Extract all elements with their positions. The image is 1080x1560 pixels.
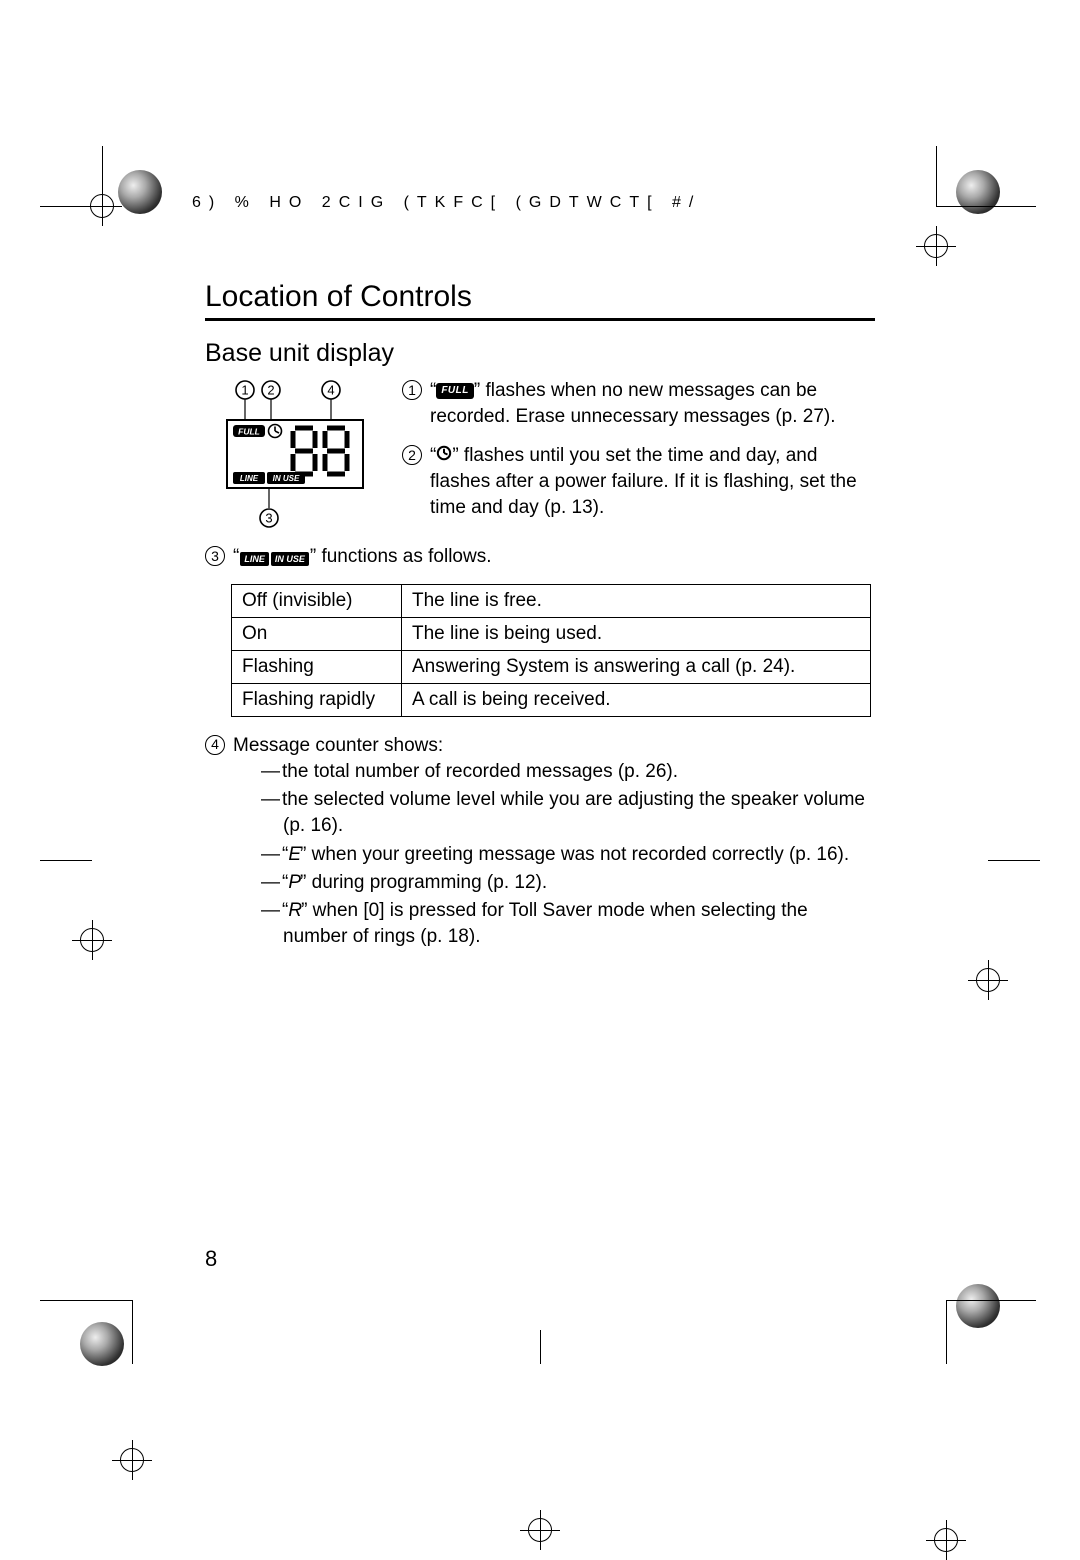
regmark-bar	[40, 860, 92, 861]
regmark-bar	[946, 1300, 1036, 1301]
print-header-text: 6) % HO 2CIG (TKFC[ (GDTWCT[ #/	[192, 194, 701, 212]
svg-text:IN USE: IN USE	[273, 474, 300, 483]
seg-a-icon: R	[288, 900, 301, 921]
page-content: Location of Controls Base unit display 1…	[205, 280, 875, 953]
regmark-corner	[956, 170, 1000, 214]
list-item: “E” when your greeting message was not r…	[261, 842, 875, 868]
callout-4: 4 Message counter shows: the total numbe…	[205, 733, 875, 951]
regmark-bar	[40, 1300, 132, 1301]
callout-number-4: 4	[205, 735, 225, 755]
page-number: 8	[205, 1246, 217, 1272]
list-item: “R” when [0] is pressed for Toll Saver m…	[261, 898, 875, 950]
callout-3-text: “LINEIN USE” functions as follows.	[233, 544, 492, 570]
callout-3: 3 “LINEIN USE” functions as follows.	[205, 544, 875, 570]
regmark-corner	[80, 1322, 124, 1366]
table-row: OnThe line is being used.	[232, 617, 871, 650]
full-icon: FULL	[436, 383, 474, 399]
table-cell: Off (invisible)	[232, 584, 402, 617]
callout-number-2: 2	[402, 445, 422, 465]
clock-icon	[436, 443, 452, 469]
regmark-corner	[118, 170, 162, 214]
callout-2-text: “” flashes until you set the time and da…	[430, 443, 875, 520]
message-counter-list: the total number of recorded messages (p…	[205, 759, 875, 951]
regmark-cross	[916, 226, 956, 266]
callout-number-3: 3	[205, 546, 225, 566]
subsection-title: Base unit display	[205, 339, 875, 368]
seg-e-icon: E	[288, 844, 300, 865]
list-item: “P” during programming (p. 12).	[261, 870, 875, 896]
callout-2: 2 “” flashes until you set the time and …	[402, 443, 875, 520]
regmark-bar	[102, 146, 103, 206]
svg-text:FULL: FULL	[238, 427, 260, 437]
svg-text:3: 3	[265, 511, 272, 526]
regmark-bar	[946, 1300, 947, 1364]
table-row: FlashingAnswering System is answering a …	[232, 650, 871, 683]
line-state-table: Off (invisible)The line is free.OnThe li…	[231, 584, 871, 717]
regmark-bar	[988, 860, 1040, 861]
regmark-bar	[40, 206, 102, 207]
table-cell: Flashing rapidly	[232, 683, 402, 716]
regmark-bar	[936, 146, 937, 206]
table-cell: The line is free.	[402, 584, 871, 617]
svg-text:1: 1	[241, 383, 248, 398]
table-cell: Answering System is answering a call (p.…	[402, 650, 871, 683]
svg-text:4: 4	[327, 383, 334, 398]
callout-1: 1 “FULL” flashes when no new messages ca…	[402, 378, 875, 429]
list-item: the selected volume level while you are …	[261, 787, 875, 839]
list-item: the total number of recorded messages (p…	[261, 759, 875, 785]
regmark-cross	[72, 920, 112, 960]
callout-1-text: “FULL” flashes when no new messages can …	[430, 378, 875, 429]
callout-4-lead: Message counter shows:	[233, 733, 443, 759]
base-unit-display-diagram: 1 2 4 FULL	[205, 378, 380, 538]
line-inuse-icon: LINEIN USE	[239, 544, 310, 570]
regmark-bar	[132, 1300, 133, 1364]
table-cell: The line is being used.	[402, 617, 871, 650]
svg-text:2: 2	[267, 383, 274, 398]
callout-number-1: 1	[402, 380, 422, 400]
table-cell: A call is being received.	[402, 683, 871, 716]
regmark-corner	[956, 1284, 1000, 1328]
regmark-cross	[520, 1510, 560, 1550]
svg-text:LINE: LINE	[240, 474, 259, 483]
section-title: Location of Controls	[205, 280, 875, 321]
seg-p-icon: P	[288, 872, 300, 893]
table-cell: On	[232, 617, 402, 650]
table-row: Flashing rapidlyA call is being received…	[232, 683, 871, 716]
regmark-bar	[936, 206, 1036, 207]
regmark-bar	[540, 1330, 541, 1364]
table-row: Off (invisible)The line is free.	[232, 584, 871, 617]
regmark-cross	[112, 1440, 152, 1480]
regmark-cross	[968, 960, 1008, 1000]
regmark-cross	[926, 1520, 966, 1560]
table-cell: Flashing	[232, 650, 402, 683]
